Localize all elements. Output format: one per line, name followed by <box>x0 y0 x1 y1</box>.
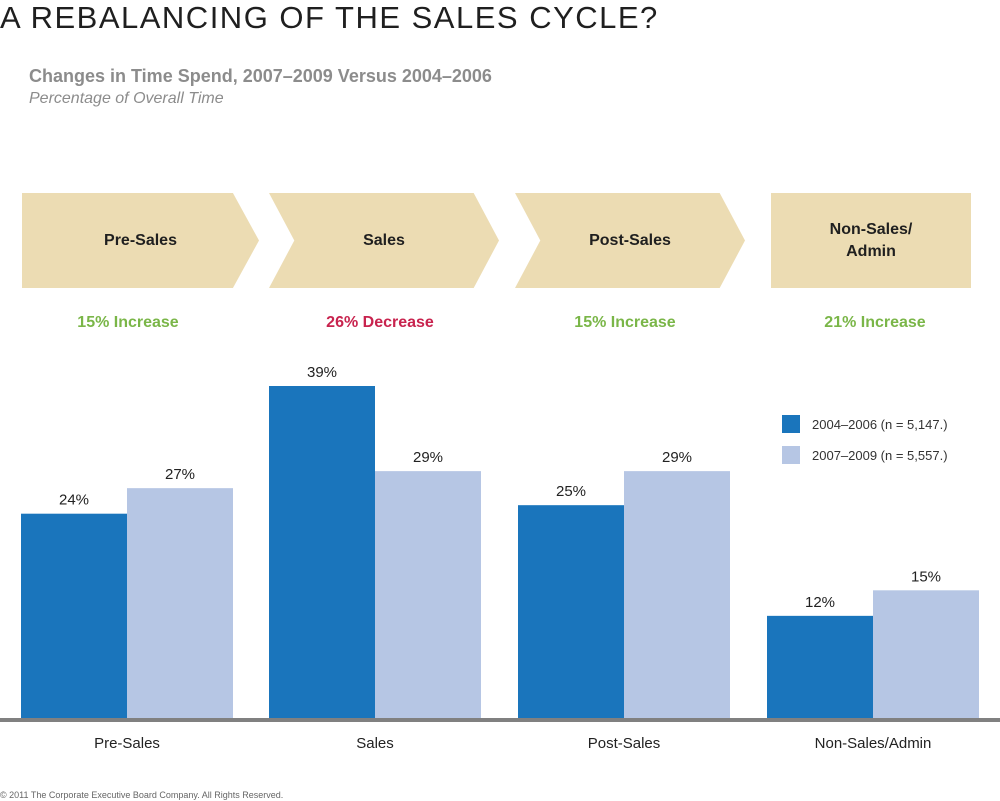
category-label: Post-Sales <box>588 735 661 752</box>
legend-item-2007-2009: 2007–2009 (n = 5,557.) <box>782 445 948 465</box>
legend-label: 2004–2006 (n = 5,147.) <box>812 417 948 432</box>
legend-swatch <box>782 415 800 433</box>
bar-pre-sales-series-2 <box>127 488 233 718</box>
bar-post-sales-series-2 <box>624 471 730 718</box>
data-label: 24% <box>59 492 89 509</box>
bar-sales-series-1 <box>269 386 375 718</box>
bar-non-sales-admin-series-1 <box>767 616 873 718</box>
category-label: Pre-Sales <box>94 735 160 752</box>
data-label: 15% <box>911 568 941 585</box>
category-label: Sales <box>356 735 394 752</box>
category-label: Non-Sales/Admin <box>815 735 932 752</box>
data-label: 27% <box>165 466 195 483</box>
legend-item-2004-2006: 2004–2006 (n = 5,147.) <box>782 414 948 434</box>
data-label: 25% <box>556 483 586 500</box>
data-label: 12% <box>805 594 835 611</box>
data-label: 29% <box>662 449 692 466</box>
bar-sales-series-2 <box>375 471 481 718</box>
x-axis-baseline <box>0 718 1000 722</box>
legend-label: 2007–2009 (n = 5,557.) <box>812 448 948 463</box>
chart-legend: 2004–2006 (n = 5,147.) 2007–2009 (n = 5,… <box>782 414 948 476</box>
copyright-footer: © 2011 The Corporate Executive Board Com… <box>0 790 283 800</box>
data-label: 39% <box>307 364 337 381</box>
bar-non-sales-admin-series-2 <box>873 590 979 718</box>
bar-post-sales-series-1 <box>518 505 624 718</box>
legend-swatch <box>782 446 800 464</box>
bar-pre-sales-series-1 <box>21 514 127 718</box>
data-label: 29% <box>413 449 443 466</box>
